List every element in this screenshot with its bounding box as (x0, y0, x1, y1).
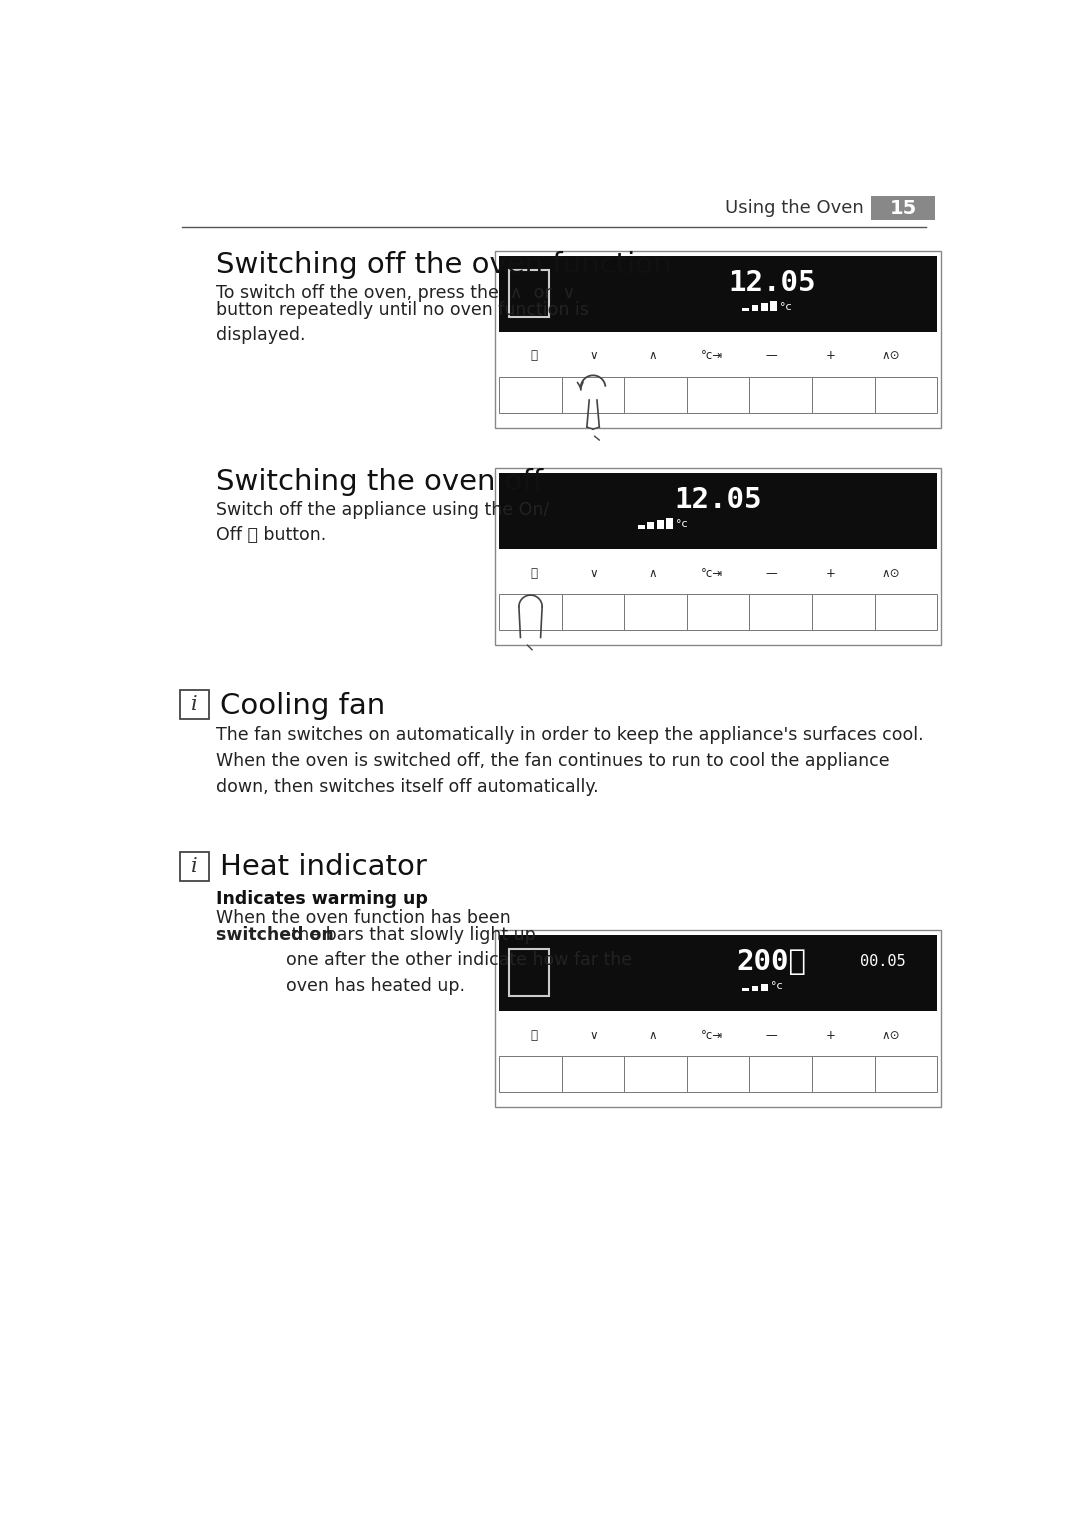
Text: °c: °c (771, 982, 783, 991)
Text: Switching the oven off: Switching the oven off (216, 468, 543, 497)
Bar (499, 1057, 562, 1092)
Text: 200℃: 200℃ (737, 948, 807, 976)
Bar (624, 1057, 687, 1092)
Bar (180, 690, 210, 720)
Bar (638, 524, 645, 529)
Text: +: + (826, 1029, 836, 1041)
Bar (499, 255, 937, 332)
Bar (499, 936, 937, 1011)
Bar (742, 988, 750, 991)
Text: The fan switches on automatically in order to keep the appliance's surfaces cool: The fan switches on automatically in ord… (216, 726, 924, 795)
Bar (562, 1057, 624, 1092)
Bar (496, 468, 941, 645)
Text: ∧⊙: ∧⊙ (881, 567, 900, 579)
Text: i: i (191, 696, 198, 714)
Text: ∨: ∨ (589, 1029, 597, 1041)
Bar (812, 593, 875, 630)
Text: —: — (766, 1029, 778, 1041)
Text: the bars that slowly light up
one after the other indicate how far the
oven has : the bars that slowly light up one after … (286, 925, 632, 995)
Text: 15: 15 (890, 199, 917, 217)
Bar (752, 306, 758, 312)
Bar (624, 593, 687, 630)
Text: Indicates warming up: Indicates warming up (216, 890, 429, 908)
Text: °c⇥: °c⇥ (701, 350, 724, 362)
Text: ∧⊙: ∧⊙ (881, 350, 900, 362)
Bar (499, 593, 562, 630)
Text: ∧: ∧ (648, 567, 657, 579)
Text: °c: °c (780, 301, 792, 312)
Bar (875, 1057, 937, 1092)
Text: ∨: ∨ (589, 567, 597, 579)
Bar (742, 307, 750, 312)
Text: Using the Oven: Using the Oven (725, 199, 864, 217)
Text: Switching off the oven function: Switching off the oven function (216, 251, 672, 280)
Bar (875, 593, 937, 630)
Text: To switch off the oven, press the  ∧  or  ∨: To switch off the oven, press the ∧ or ∨ (216, 283, 576, 301)
Bar (750, 593, 812, 630)
Text: ∧: ∧ (648, 1029, 657, 1041)
Bar (875, 376, 937, 413)
Bar (687, 593, 750, 630)
Bar (624, 376, 687, 413)
Bar (510, 269, 550, 317)
Bar (496, 930, 941, 1107)
Bar (812, 376, 875, 413)
Text: °c⇥: °c⇥ (701, 1029, 724, 1041)
Text: i: i (191, 856, 198, 876)
Bar (499, 376, 562, 413)
Text: 12.05: 12.05 (674, 486, 761, 514)
Bar (687, 376, 750, 413)
Bar (752, 986, 758, 991)
Text: +: + (826, 350, 836, 362)
Text: ∧⊙: ∧⊙ (881, 1029, 900, 1041)
Bar (499, 472, 937, 549)
Bar (496, 251, 941, 428)
Text: Cooling fan: Cooling fan (220, 691, 386, 720)
Text: —: — (766, 350, 778, 362)
Text: switched on: switched on (216, 925, 334, 943)
Bar (647, 523, 654, 529)
Text: Switch off the appliance using the On/
Off ⓞ button.: Switch off the appliance using the On/ O… (216, 500, 550, 544)
Text: °c: °c (676, 518, 688, 529)
Text: ⓘ: ⓘ (530, 567, 538, 579)
Text: +: + (826, 567, 836, 579)
Text: When the oven function has been: When the oven function has been (216, 908, 511, 927)
Text: °c⇥: °c⇥ (701, 567, 724, 579)
Bar (562, 593, 624, 630)
Text: ⓘ: ⓘ (530, 350, 538, 362)
Text: —: — (766, 567, 778, 579)
Text: button repeatedly until no oven function is
displayed.: button repeatedly until no oven function… (216, 301, 590, 344)
Bar (750, 376, 812, 413)
Bar (666, 518, 673, 529)
Text: ∧: ∧ (648, 350, 657, 362)
Bar (510, 948, 550, 995)
Bar (562, 376, 624, 413)
Text: ⓘ: ⓘ (530, 1029, 538, 1041)
Bar (770, 301, 778, 312)
Text: ∨: ∨ (589, 350, 597, 362)
Bar (760, 303, 768, 312)
Bar (180, 852, 210, 881)
Bar (872, 196, 935, 220)
Bar (657, 520, 663, 529)
Bar (812, 1057, 875, 1092)
Text: 12.05: 12.05 (728, 269, 815, 297)
Bar (750, 1057, 812, 1092)
Bar (760, 983, 768, 991)
Bar (687, 1057, 750, 1092)
Text: 00.05: 00.05 (861, 954, 906, 969)
Text: Heat indicator: Heat indicator (220, 853, 427, 881)
